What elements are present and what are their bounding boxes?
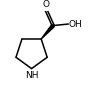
- Polygon shape: [41, 24, 54, 39]
- Text: O: O: [43, 0, 50, 9]
- Text: NH: NH: [25, 71, 38, 80]
- Text: OH: OH: [69, 20, 83, 29]
